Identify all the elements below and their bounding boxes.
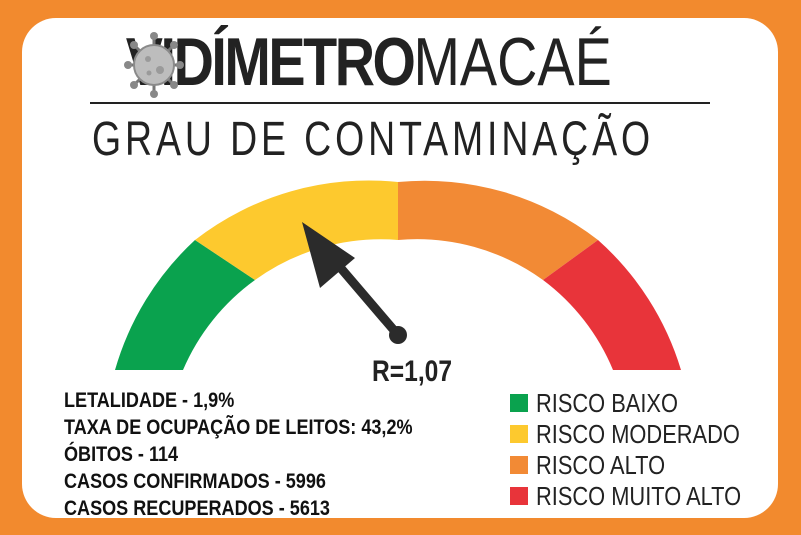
gauge-segment-moderate	[195, 180, 398, 280]
legend-swatch	[510, 394, 528, 412]
infographic-card	[22, 18, 778, 518]
statistics-list: LETALIDADE - 1,9% TAXA DE OCUPAÇÃO DE LE…	[64, 387, 413, 522]
title-city: MACAÉ	[413, 24, 612, 100]
stat-bed-occupancy: TAXA DE OCUPAÇÃO DE LEITOS: 43,2%	[64, 416, 413, 439]
stat-recovered-cases: CASOS RECUPERADOS - 5613	[64, 497, 330, 520]
stat-confirmed-cases: CASOS CONFIRMADOS - 5996	[64, 470, 326, 493]
gauge-segment-very-high	[543, 240, 681, 370]
gauge-needle	[302, 222, 407, 344]
legend-swatch	[510, 487, 528, 505]
stat-lethality: LETALIDADE - 1,9%	[64, 389, 235, 412]
legend-swatch	[510, 456, 528, 474]
gauge-segment-high	[398, 180, 598, 280]
stat-deaths: ÓBITOS - 114	[64, 443, 179, 466]
legend-label: RISCO ALTO	[536, 450, 666, 480]
gauge-segment-low	[115, 240, 255, 370]
coronavirus-icon	[124, 32, 184, 98]
legend-label: RISCO MODERADO	[536, 419, 740, 449]
page-subtitle: GRAU DE CONTAMINAÇÃO	[92, 113, 654, 166]
title-divider	[90, 102, 710, 104]
legend-label: RISCO MUITO ALTO	[536, 481, 742, 511]
r-value-label: R=1,07	[372, 355, 453, 388]
legend-label: RISCO BAIXO	[536, 388, 678, 418]
legend-swatch	[510, 425, 528, 443]
